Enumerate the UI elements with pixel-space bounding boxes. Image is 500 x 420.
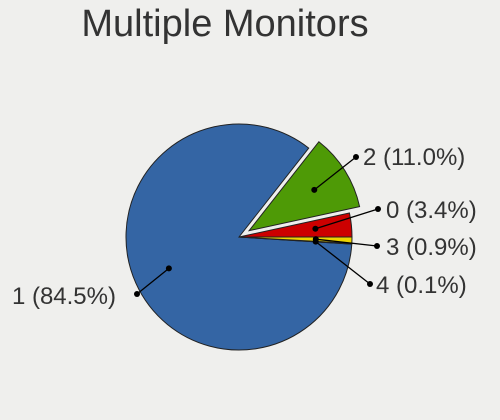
- slice-label-1: 1 (84.5%): [12, 283, 116, 310]
- leader-end-dot-3: [374, 243, 380, 249]
- leader-end-dot-1: [134, 291, 140, 297]
- leader-start-dot-0: [312, 225, 319, 232]
- leader-line-1: [136, 267, 170, 295]
- leader-line-4: [315, 241, 371, 285]
- leader-line-2: [313, 156, 357, 191]
- pie-slice-1: [125, 123, 353, 351]
- leader-start-dot-2: [311, 186, 318, 193]
- pie-labels: 0 (3.4%) 2 (11.0%) 1 (84.5%) 4 (0.1%) 3 (0.9…: [12, 144, 477, 310]
- slice-label-2: 2 (11.0%): [363, 144, 465, 171]
- leader-line-3: [315, 238, 378, 247]
- leader-line-0: [315, 208, 379, 230]
- chart-title: Multiple Monitors: [81, 3, 368, 45]
- leader-end-dot-0: [375, 206, 381, 212]
- slice-label-0: 0 (3.4%): [386, 197, 477, 224]
- leader-start-dot-1: [165, 265, 172, 272]
- leader-end-dot-4: [367, 281, 373, 287]
- slice-label-4: 4 (0.1%): [376, 272, 467, 299]
- slice-label-3: 3 (0.9%): [386, 234, 477, 261]
- pie-slice-2: [247, 141, 361, 232]
- leader-start-dot-3: [312, 236, 319, 243]
- leader-end-dot-2: [353, 154, 359, 160]
- pie-slices: [125, 123, 361, 351]
